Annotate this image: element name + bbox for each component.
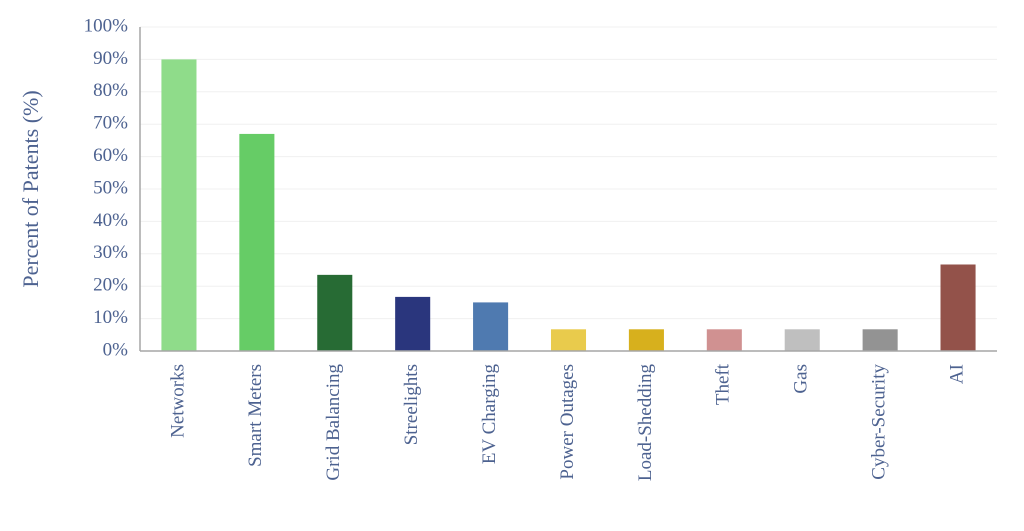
bar bbox=[395, 297, 430, 351]
y-tick-label: 40% bbox=[93, 210, 128, 231]
bar bbox=[863, 329, 898, 351]
bar bbox=[161, 59, 196, 351]
y-tick-label: 20% bbox=[93, 275, 128, 296]
x-tick-label: Cyber-Security bbox=[868, 364, 889, 480]
y-tick-label: 60% bbox=[93, 145, 128, 166]
x-tick-label: Streelights bbox=[401, 364, 422, 445]
bar bbox=[707, 329, 742, 351]
x-tick-label: AI bbox=[946, 364, 967, 384]
y-axis-title: Percent of Patents (%) bbox=[18, 90, 43, 287]
bar bbox=[473, 302, 508, 351]
x-tick-label: Theft bbox=[713, 363, 734, 405]
y-tick-label: 100% bbox=[84, 15, 129, 36]
x-tick-label: Gas bbox=[791, 364, 812, 394]
x-tick-label: Grid Balancing bbox=[323, 364, 344, 481]
bar bbox=[317, 275, 352, 351]
x-tick-label: Load-Shedding bbox=[635, 364, 656, 482]
y-tick-label: 30% bbox=[93, 242, 128, 263]
chart: Percent of Patents (%) 0% 10% 20% 30% 40% 50%… bbox=[0, 0, 1024, 531]
y-tick-label: 0% bbox=[103, 339, 129, 360]
bar bbox=[551, 329, 586, 351]
bar bbox=[785, 329, 820, 351]
y-tick-label: 70% bbox=[93, 113, 128, 134]
bar bbox=[239, 134, 274, 351]
bar bbox=[629, 329, 664, 351]
bar bbox=[941, 264, 976, 351]
x-tick-label: Power Outages bbox=[557, 364, 578, 480]
y-tick-label: 80% bbox=[93, 80, 128, 101]
x-tick-label: EV Charging bbox=[479, 364, 500, 465]
x-tick-label: Networks bbox=[167, 364, 188, 438]
y-tick-label: 10% bbox=[93, 307, 128, 328]
y-tick-label: 90% bbox=[93, 48, 128, 69]
x-tick-label: Smart Meters bbox=[245, 364, 266, 467]
y-tick-label: 50% bbox=[93, 177, 128, 198]
